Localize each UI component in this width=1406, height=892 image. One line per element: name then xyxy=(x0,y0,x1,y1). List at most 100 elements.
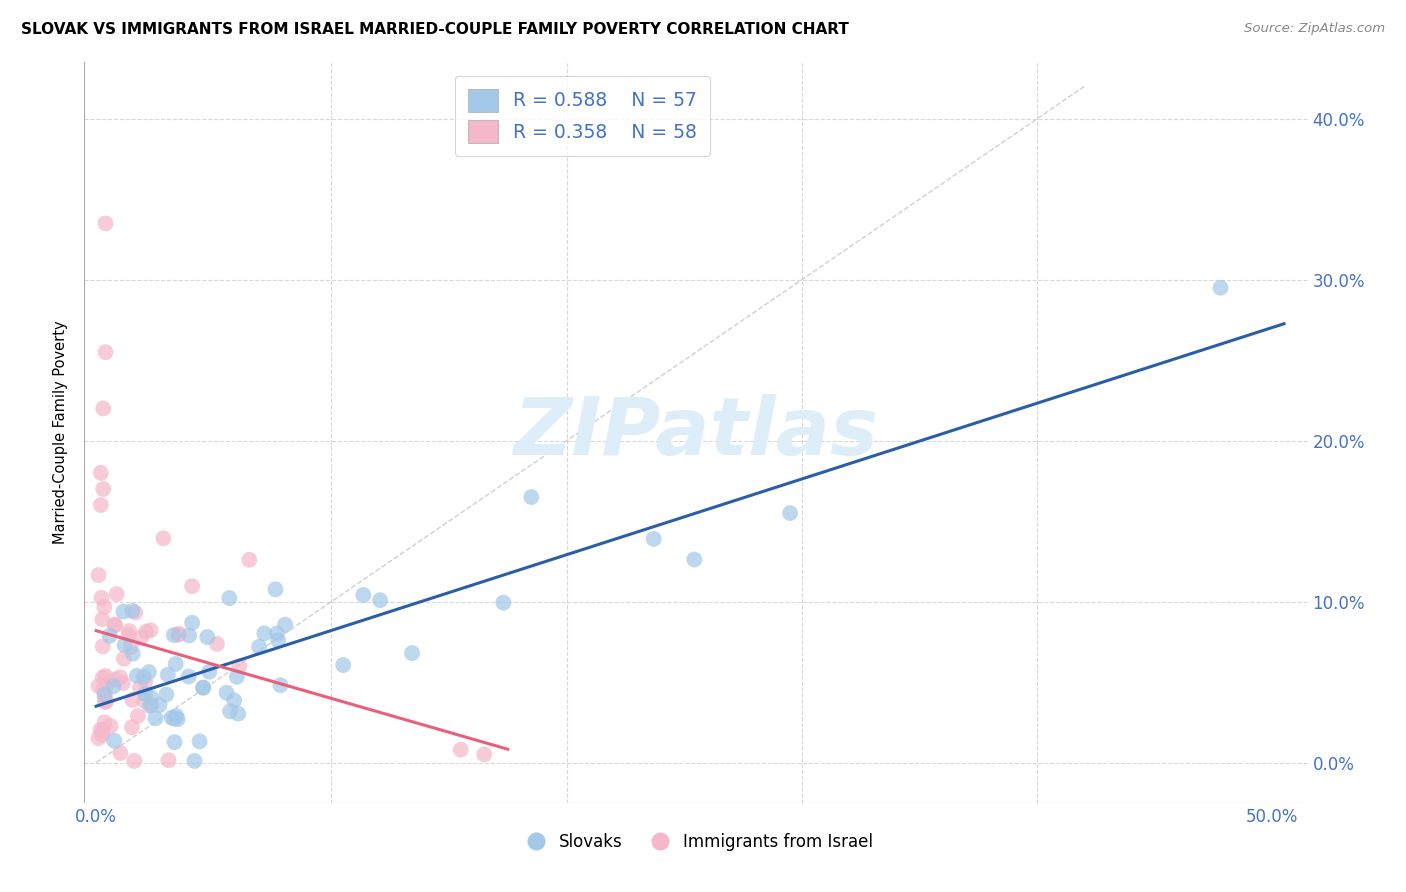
Point xyxy=(104,618,127,632)
Point xyxy=(226,706,249,721)
Point xyxy=(157,753,180,767)
Point xyxy=(110,746,132,760)
Point xyxy=(238,553,260,567)
Point xyxy=(1209,281,1232,295)
Point xyxy=(188,734,211,748)
Point xyxy=(247,640,270,654)
Point xyxy=(148,698,170,713)
Point xyxy=(129,631,152,645)
Point xyxy=(124,606,146,620)
Point xyxy=(90,498,112,512)
Point xyxy=(104,617,127,632)
Point xyxy=(160,711,183,725)
Point xyxy=(120,640,142,654)
Point xyxy=(145,711,167,725)
Point xyxy=(198,665,221,679)
Point xyxy=(87,731,110,746)
Point xyxy=(90,728,112,742)
Point xyxy=(401,646,423,660)
Point xyxy=(368,593,391,607)
Point xyxy=(94,695,117,709)
Point xyxy=(110,670,132,684)
Point xyxy=(138,665,160,679)
Point xyxy=(181,615,204,630)
Point xyxy=(93,715,115,730)
Point xyxy=(193,681,215,695)
Point xyxy=(179,628,201,642)
Point xyxy=(139,698,162,713)
Point xyxy=(166,712,188,726)
Point xyxy=(89,723,111,737)
Point xyxy=(253,626,276,640)
Point xyxy=(94,216,117,230)
Point xyxy=(93,690,115,704)
Point xyxy=(91,682,114,697)
Point xyxy=(472,747,495,762)
Text: SLOVAK VS IMMIGRANTS FROM ISRAEL MARRIED-COUPLE FAMILY POVERTY CORRELATION CHART: SLOVAK VS IMMIGRANTS FROM ISRAEL MARRIED… xyxy=(21,22,849,37)
Point xyxy=(191,681,214,695)
Point xyxy=(520,490,543,504)
Point xyxy=(266,626,288,640)
Point xyxy=(94,345,117,359)
Point xyxy=(215,686,238,700)
Point xyxy=(129,680,152,694)
Point xyxy=(269,678,291,692)
Point xyxy=(225,670,247,684)
Point xyxy=(163,711,186,725)
Point xyxy=(87,568,110,582)
Point xyxy=(121,693,143,707)
Point xyxy=(264,582,287,597)
Point xyxy=(156,667,179,681)
Point xyxy=(219,704,242,718)
Point xyxy=(332,658,354,673)
Point xyxy=(183,754,205,768)
Point xyxy=(167,627,190,641)
Point xyxy=(141,690,163,705)
Point xyxy=(205,637,228,651)
Point xyxy=(121,720,143,734)
Point xyxy=(124,754,146,768)
Point xyxy=(165,657,187,671)
Point xyxy=(112,605,135,619)
Point xyxy=(141,698,163,712)
Point xyxy=(134,694,156,708)
Point xyxy=(132,670,155,684)
Point xyxy=(779,506,801,520)
Point xyxy=(167,628,190,642)
Text: Source: ZipAtlas.com: Source: ZipAtlas.com xyxy=(1244,22,1385,36)
Point xyxy=(152,532,174,546)
Point xyxy=(163,735,186,749)
Point xyxy=(352,588,374,602)
Point xyxy=(267,633,290,648)
Point xyxy=(121,604,143,618)
Point xyxy=(492,596,515,610)
Point xyxy=(121,647,143,661)
Point xyxy=(163,628,186,642)
Point xyxy=(91,670,114,684)
Point xyxy=(165,709,187,723)
Legend: Slovaks, Immigrants from Israel: Slovaks, Immigrants from Israel xyxy=(512,826,880,857)
Y-axis label: Married-Couple Family Poverty: Married-Couple Family Poverty xyxy=(53,321,69,544)
Point xyxy=(105,587,128,601)
Point xyxy=(134,687,156,701)
Point xyxy=(228,659,250,673)
Point xyxy=(90,466,112,480)
Point xyxy=(224,693,246,707)
Point xyxy=(118,624,141,638)
Point xyxy=(195,630,218,644)
Point xyxy=(117,628,139,642)
Point xyxy=(177,669,200,683)
Point xyxy=(104,673,127,687)
Point xyxy=(112,651,135,665)
Point xyxy=(274,617,297,632)
Text: ZIPatlas: ZIPatlas xyxy=(513,393,879,472)
Point xyxy=(94,687,117,701)
Point xyxy=(94,669,117,683)
Point xyxy=(155,688,177,702)
Point xyxy=(683,552,706,566)
Point xyxy=(93,599,115,614)
Point xyxy=(103,679,125,693)
Point xyxy=(127,709,149,723)
Point xyxy=(114,638,136,652)
Point xyxy=(125,669,148,683)
